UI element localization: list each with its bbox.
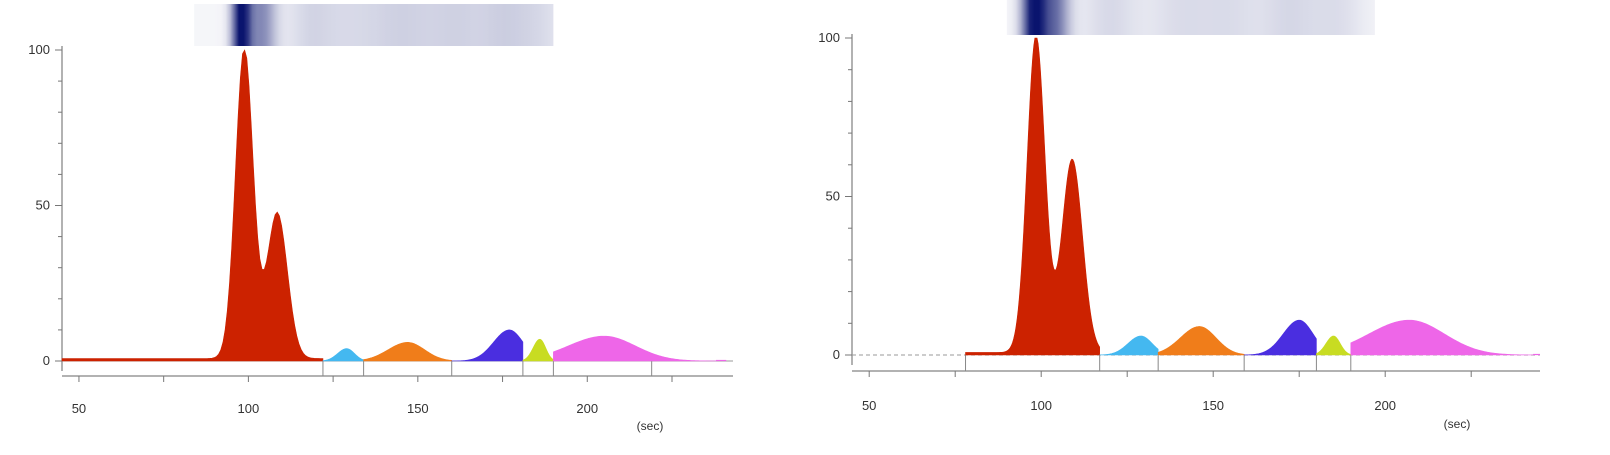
x-tick-label: 200 <box>1374 398 1396 413</box>
gel-lane-image <box>194 4 554 46</box>
x-tick-label: 150 <box>407 401 429 416</box>
x-tick-label: 100 <box>1030 398 1052 413</box>
electropherogram-chart-left: 0 50 100 50 100 150 200 (sec) <box>28 4 733 433</box>
peak-area-4 <box>451 329 524 362</box>
x-unit-label: (sec) <box>637 419 664 433</box>
peak-area-2 <box>1099 335 1159 356</box>
peak-area-4 <box>1243 319 1317 356</box>
gel-lane-image <box>1006 0 1375 35</box>
peak-area-5 <box>1316 335 1352 356</box>
peak-area-5 <box>522 338 554 362</box>
x-unit-label: (sec) <box>1444 417 1471 431</box>
electropherogram-panel-left: 0 50 100 50 100 150 200 (sec) <box>0 0 790 455</box>
y-tick-label: 0 <box>833 347 840 362</box>
peak-area-6 <box>1350 319 1534 356</box>
electropherogram-chart-right: 0 50 100 50 100 150 200 (sec) <box>818 0 1540 431</box>
y-tick-label: 100 <box>28 42 50 57</box>
y-tick-label: 100 <box>818 30 840 45</box>
peak-area-1 <box>965 37 1100 356</box>
peak-area-2 <box>322 348 364 362</box>
electropherogram-panel-right: 0 50 100 50 100 150 200 (sec) <box>800 0 1610 455</box>
x-tick-label: 200 <box>576 401 598 416</box>
peak-area-3 <box>1157 326 1245 356</box>
y-tick-label: 0 <box>43 353 50 368</box>
y-tick-label: 50 <box>36 198 50 213</box>
x-tick-label: 50 <box>862 398 876 413</box>
x-tick-label: 50 <box>72 401 86 416</box>
y-tick-label: 50 <box>826 189 840 204</box>
peak-area-1 <box>61 49 324 362</box>
x-tick-label: 150 <box>1202 398 1224 413</box>
x-tick-label: 100 <box>238 401 260 416</box>
peak-area-3 <box>363 342 453 362</box>
peak-area-6 <box>553 335 717 362</box>
